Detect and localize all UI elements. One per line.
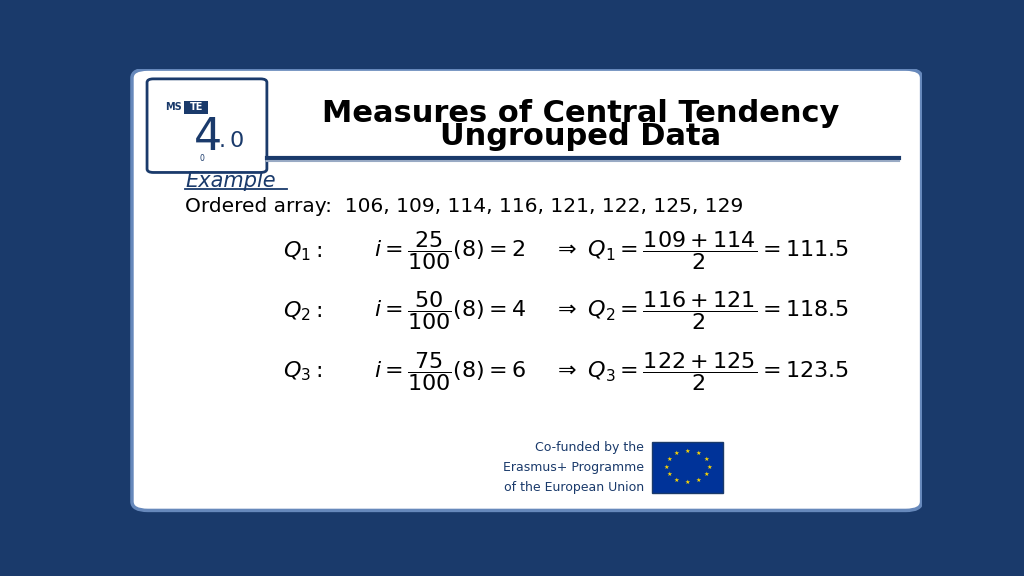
Text: TE: TE [189,103,203,112]
FancyBboxPatch shape [184,101,208,114]
Text: $_0$: $_0$ [199,153,205,165]
Text: ★: ★ [667,457,672,462]
Text: ★: ★ [667,472,672,478]
Text: Ordered array:  106, 109, 114, 116, 121, 122, 125, 129: Ordered array: 106, 109, 114, 116, 121, … [185,197,743,216]
Text: ★: ★ [685,480,690,485]
Text: $\Rightarrow\ Q_3 = \dfrac{122+125}{2} = 123.5$: $\Rightarrow\ Q_3 = \dfrac{122+125}{2} =… [553,350,849,393]
Text: $i = \dfrac{50}{100}(8) = 4$: $i = \dfrac{50}{100}(8) = 4$ [374,289,526,332]
Text: $i = \dfrac{25}{100}(8) = 2$: $i = \dfrac{25}{100}(8) = 2$ [374,229,525,272]
Text: ★: ★ [707,465,712,469]
FancyBboxPatch shape [132,69,922,510]
Text: $Q_1:$: $Q_1:$ [283,239,322,263]
Text: Ungrouped Data: Ungrouped Data [439,122,721,151]
Text: ★: ★ [674,451,680,456]
Text: Measures of Central Tendency: Measures of Central Tendency [322,99,839,128]
Text: Example: Example [185,171,275,191]
Text: $Q_3:$: $Q_3:$ [283,360,322,384]
Text: ★: ★ [703,472,709,478]
Text: ★: ★ [664,465,669,469]
Text: $\Rightarrow\ Q_1 = \dfrac{109+114}{2} = 111.5$: $\Rightarrow\ Q_1 = \dfrac{109+114}{2} =… [553,229,849,272]
FancyBboxPatch shape [147,79,267,172]
Text: Co-funded by the
Erasmus+ Programme
of the European Union: Co-funded by the Erasmus+ Programme of t… [503,441,644,494]
Text: ★: ★ [695,478,701,483]
Text: $\it{4}$: $\it{4}$ [194,116,221,160]
Text: $i = \dfrac{75}{100}(8) = 6$: $i = \dfrac{75}{100}(8) = 6$ [374,350,526,393]
Text: ★: ★ [703,457,709,462]
Text: $Q_2:$: $Q_2:$ [283,299,322,323]
FancyBboxPatch shape [652,442,723,492]
Text: MS: MS [165,102,182,112]
Text: $\Rightarrow\ Q_2 = \dfrac{116+121}{2} = 118.5$: $\Rightarrow\ Q_2 = \dfrac{116+121}{2} =… [553,289,849,332]
Text: ★: ★ [695,451,701,456]
Text: ★: ★ [685,449,690,454]
Text: ★: ★ [674,478,680,483]
Text: $.0$: $.0$ [218,131,245,151]
